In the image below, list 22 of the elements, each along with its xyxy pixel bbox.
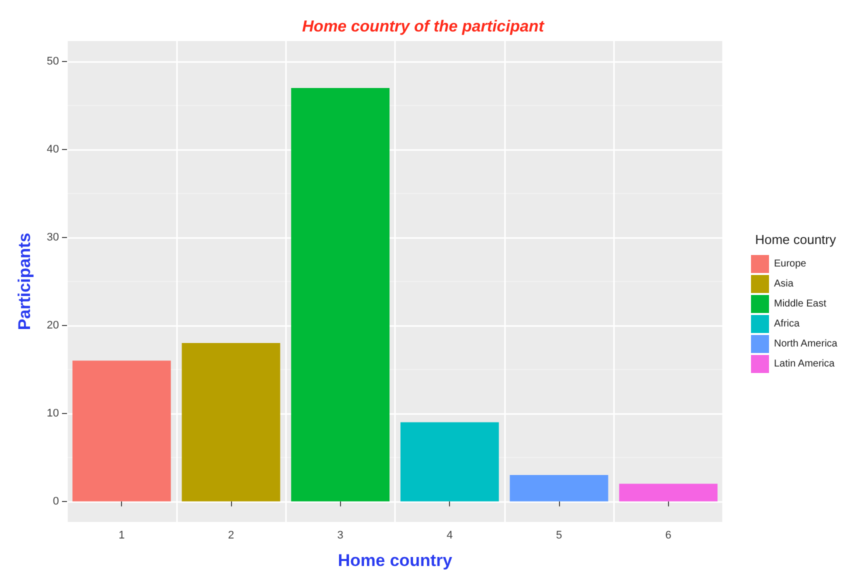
legend-label: North America — [774, 338, 838, 350]
legend-label: Asia — [774, 278, 794, 290]
y-tick-label: 20 — [46, 319, 59, 332]
y-tick-label: 50 — [46, 56, 59, 68]
x-axis-title: Home country — [338, 551, 453, 570]
legend-label: Africa — [774, 318, 800, 330]
legend-title: Home country — [755, 232, 836, 247]
y-tick-label: 10 — [46, 407, 59, 420]
x-tick-label: 3 — [337, 530, 344, 542]
legend-label: Latin America — [774, 358, 836, 370]
x-tick-label: 6 — [665, 530, 672, 542]
legend-label: Middle East — [774, 298, 826, 310]
y-tick-label: 40 — [46, 144, 59, 156]
y-tick-label: 30 — [46, 232, 59, 244]
x-tick-label: 2 — [228, 530, 234, 542]
y-axis-title: Participants — [15, 232, 34, 330]
legend-label: Europe — [774, 258, 807, 270]
y-tick-label: 0 — [52, 495, 59, 508]
chart-title: Home country of the participant — [302, 18, 545, 36]
x-tick-label: 5 — [556, 530, 562, 542]
x-tick-label: 4 — [446, 530, 453, 542]
x-tick-label: 1 — [118, 530, 125, 542]
